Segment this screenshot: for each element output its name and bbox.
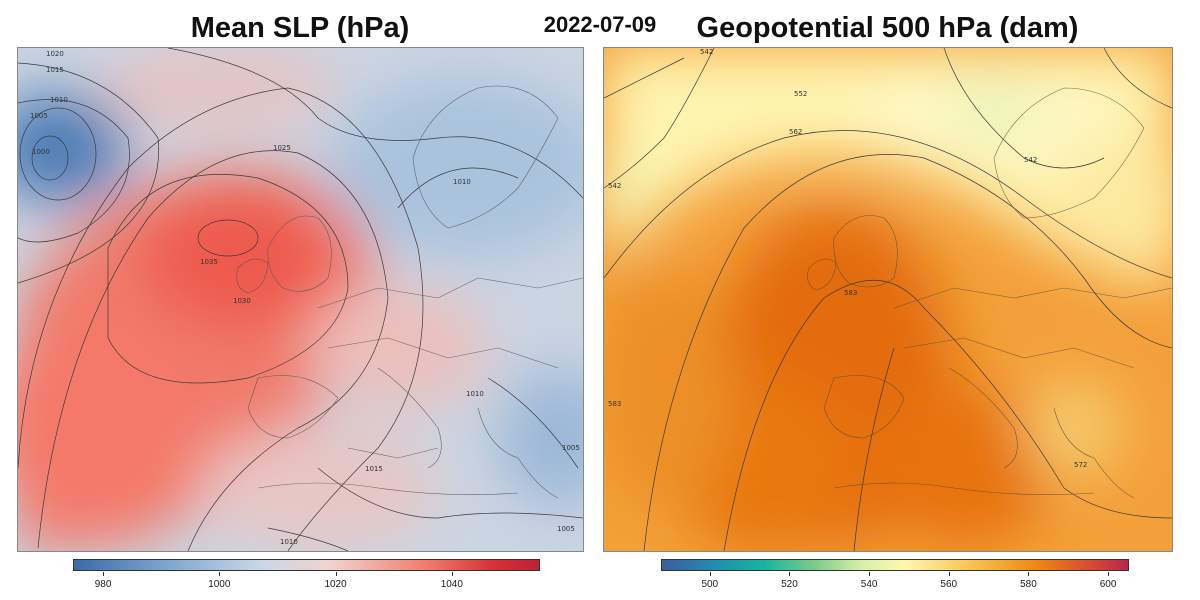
z500-contour-labels: 542 552 562 542 542 583 583 572 bbox=[608, 48, 1087, 469]
slp-map-panel[interactable]: 1020 1015 1010 1005 1000 1025 1035 1030 … bbox=[17, 47, 584, 552]
contour-label: 583 bbox=[844, 289, 857, 297]
contour-label: 1005 bbox=[557, 525, 575, 533]
slp-colorbar bbox=[73, 559, 540, 571]
colorbar-tick bbox=[948, 572, 950, 576]
colorbar-tick bbox=[1108, 572, 1110, 576]
contour-label: 1010 bbox=[453, 178, 471, 186]
contour-label: 1010 bbox=[50, 96, 68, 104]
colorbar-tick bbox=[451, 572, 453, 576]
colorbar-tick-label: 520 bbox=[781, 579, 798, 590]
colorbar-tick-label: 1000 bbox=[208, 579, 231, 590]
colorbar-tick bbox=[789, 572, 791, 576]
z500-colorbar bbox=[661, 559, 1129, 571]
contour-label: 1000 bbox=[32, 148, 50, 156]
contour-label: 583 bbox=[608, 400, 621, 408]
date-label: 2022-07-09 bbox=[543, 12, 657, 37]
colorbar-tick-label: 980 bbox=[94, 579, 112, 590]
z500-map: 542 552 562 542 542 583 583 572 bbox=[604, 48, 1172, 551]
colorbar-tick-label: 500 bbox=[701, 579, 719, 590]
slp-contour-labels: 1020 1015 1010 1005 1000 1025 1035 1030 … bbox=[30, 50, 580, 546]
z500-coastlines bbox=[807, 87, 1172, 499]
contour-label: 1010 bbox=[280, 538, 298, 546]
z500-panel-title: Geopotential 500 hPa (dam) bbox=[696, 12, 1079, 44]
colorbar-tick bbox=[1028, 572, 1030, 576]
colorbar-tick bbox=[709, 572, 711, 576]
contour-label: 1005 bbox=[30, 112, 48, 120]
contour-label: 542 bbox=[608, 182, 621, 190]
colorbar-tick bbox=[335, 572, 337, 576]
contour-label: 1015 bbox=[365, 465, 383, 473]
contour-label: 542 bbox=[1024, 156, 1037, 164]
colorbar-tick-label: 580 bbox=[1020, 579, 1037, 590]
contour-label: 1020 bbox=[46, 50, 64, 58]
colorbar-tick-label: 600 bbox=[1099, 579, 1117, 590]
contour-label: 1025 bbox=[273, 144, 291, 152]
colorbar-tick-label: 560 bbox=[940, 579, 958, 590]
contour-label: 1005 bbox=[562, 444, 580, 452]
colorbar-tick bbox=[103, 572, 105, 576]
contour-label: 562 bbox=[789, 128, 802, 136]
slp-map: 1020 1015 1010 1005 1000 1025 1035 1030 … bbox=[18, 48, 583, 551]
z500-map-panel[interactable]: 542 552 562 542 542 583 583 572 bbox=[603, 47, 1173, 552]
colorbar-tick-label: 1020 bbox=[324, 579, 347, 590]
colorbar-tick bbox=[869, 572, 871, 576]
colorbar-tick-label: 1040 bbox=[440, 579, 463, 590]
colorbar-tick bbox=[219, 572, 221, 576]
contour-label: 1035 bbox=[200, 258, 218, 266]
contour-label: 1010 bbox=[466, 390, 484, 398]
slp-coastlines bbox=[236, 85, 583, 499]
contour-label: 572 bbox=[1074, 461, 1087, 469]
contour-label: 542 bbox=[700, 48, 713, 56]
contour-label: 552 bbox=[794, 90, 807, 98]
contour-label: 1015 bbox=[46, 66, 64, 74]
colorbar-tick-label: 540 bbox=[860, 579, 878, 590]
slp-panel-title: Mean SLP (hPa) bbox=[190, 12, 410, 44]
contour-label: 1030 bbox=[233, 297, 251, 305]
